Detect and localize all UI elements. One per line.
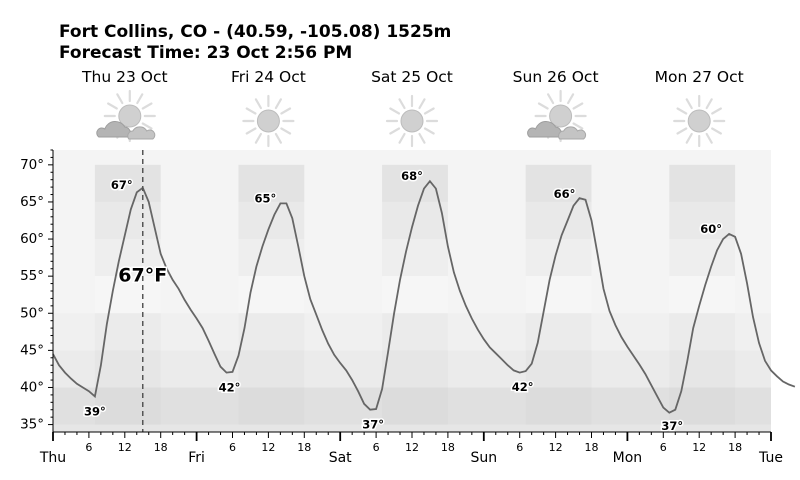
high-temp-label: 68°	[401, 169, 423, 183]
x-hour-label: 6	[373, 441, 380, 454]
sun-icon	[673, 94, 726, 148]
low-temp-label: 37°	[362, 417, 384, 431]
x-hour-label: 18	[585, 441, 599, 454]
high-temp-label: 66°	[554, 187, 576, 201]
x-hour-label: 12	[549, 441, 563, 454]
daylight-band	[94, 239, 161, 277]
daylight-band	[238, 313, 305, 351]
y-tick-label: 35°	[20, 417, 44, 433]
y-tick-label: 50°	[20, 305, 44, 321]
y-tick-label: 45°	[20, 342, 44, 358]
daylight-band	[525, 201, 592, 240]
day-header: Fri 24 Oct	[231, 68, 306, 86]
day-header: Sat 25 Oct	[371, 68, 453, 86]
daylight-band	[382, 276, 448, 314]
x-hour-label: 12	[261, 441, 275, 454]
low-temp-label: 37°	[661, 419, 683, 433]
temperature-line	[52, 179, 796, 414]
x-day-label: Thu	[39, 450, 66, 466]
sun-icon	[242, 94, 295, 148]
daylight-band	[382, 201, 448, 240]
day-header: Thu 23 Oct	[81, 68, 168, 86]
y-tick-label: 60°	[20, 231, 44, 247]
low-temp-label: 39°	[84, 404, 106, 418]
x-hour-label: 18	[154, 441, 168, 454]
x-day-label: Tue	[758, 450, 783, 466]
daylight-band	[669, 313, 736, 351]
high-temp-label: 65°	[254, 191, 276, 205]
x-day-label: Sat	[329, 450, 352, 466]
temperature-band	[53, 424, 771, 432]
high-temp-label: 60°	[700, 222, 722, 236]
partly-cloudy-icon	[96, 89, 156, 143]
forecast-time-title: Forecast Time: 23 Oct 2:56 PM	[59, 43, 353, 63]
daylight-band	[669, 350, 736, 388]
day-header: Sun 26 Oct	[513, 68, 599, 86]
x-hour-label: 6	[660, 441, 667, 454]
sun-icon	[385, 94, 439, 148]
daylight-band	[669, 201, 736, 240]
daylight-band	[238, 164, 305, 202]
daylight-band	[525, 350, 592, 388]
daylight-band	[238, 350, 305, 388]
y-tick-label: 55°	[20, 268, 44, 284]
x-hour-label: 18	[297, 441, 311, 454]
daylight-band	[238, 387, 305, 425]
daylight-band	[382, 387, 448, 425]
high-temp-label: 67°	[111, 178, 133, 192]
low-temp-label: 42°	[219, 380, 241, 394]
x-day-label: Mon	[613, 450, 643, 466]
x-hour-label: 12	[692, 441, 706, 454]
daylight-band	[94, 164, 161, 202]
x-hour-label: 18	[441, 441, 455, 454]
daylight-band	[238, 239, 305, 277]
daylight-band	[669, 239, 736, 277]
daylight-band	[382, 239, 448, 277]
y-tick-label: 65°	[20, 194, 44, 210]
x-day-label: Sun	[470, 450, 497, 466]
y-tick-label: 40°	[20, 379, 44, 395]
x-day-label: Fri	[188, 450, 205, 466]
current-temperature-label: 67°F	[118, 265, 167, 287]
x-hour-label: 6	[516, 441, 523, 454]
chart-location-title: Fort Collins, CO - (40.59, -105.08) 1525…	[59, 22, 452, 42]
y-tick-label: 70°	[20, 157, 44, 173]
x-hour-label: 18	[728, 441, 742, 454]
daylight-band	[94, 276, 161, 314]
low-temp-label: 42°	[512, 380, 534, 394]
daylight-band	[525, 313, 592, 351]
x-hour-label: 12	[405, 441, 419, 454]
x-hour-label: 6	[85, 441, 92, 454]
daylight-band	[525, 387, 592, 425]
daylight-band	[525, 164, 592, 202]
x-hour-label: 6	[229, 441, 236, 454]
daylight-band	[669, 164, 736, 202]
day-header: Mon 27 Oct	[655, 68, 744, 86]
partly-cloudy-icon	[527, 89, 587, 143]
daylight-band	[94, 387, 161, 425]
daylight-band	[525, 276, 592, 314]
x-hour-label: 12	[118, 441, 132, 454]
daylight-band	[94, 350, 161, 388]
daylight-band	[382, 350, 448, 388]
